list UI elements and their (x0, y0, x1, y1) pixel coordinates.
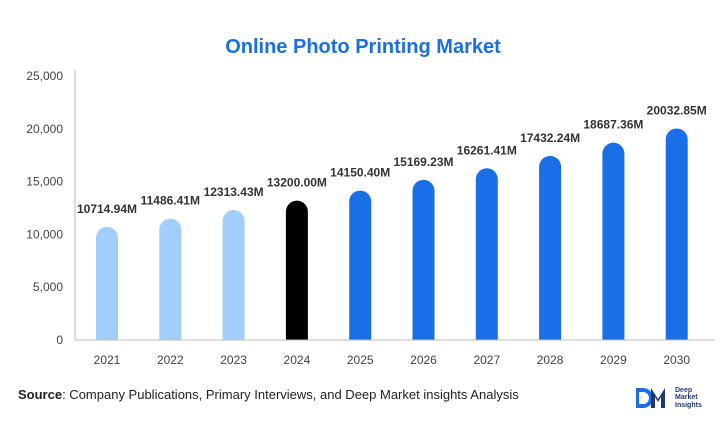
bar (222, 209, 245, 340)
bar (349, 190, 372, 340)
y-tick-label: 10,000 (26, 227, 63, 241)
source-label: Source (18, 387, 63, 402)
bar (159, 218, 182, 340)
x-tick-label: 2026 (410, 353, 437, 367)
x-tick-label: 2024 (284, 353, 311, 367)
company-logo: Deep Market Insights (634, 383, 714, 413)
bar (665, 128, 688, 340)
data-label: 11486.41M (141, 194, 200, 208)
source-text: : Company Publications, Primary Intervie… (62, 387, 519, 402)
data-label: 17432.24M (520, 131, 580, 145)
x-axis: 2021 2022 2023 2024 2025 2026 2027 2028 2029 2030 (75, 339, 715, 367)
bars (96, 128, 688, 340)
data-label: 13200.00M (267, 176, 327, 190)
data-label: 10714.94M (77, 202, 137, 216)
bar (475, 168, 498, 340)
data-label: 14150.40M (330, 166, 390, 180)
x-tick-label: 2021 (94, 353, 121, 367)
bar (285, 200, 308, 340)
data-label: 15169.23M (393, 155, 453, 169)
bar (412, 179, 435, 340)
source-note: Source: Company Publications, Primary In… (18, 387, 519, 402)
bar (96, 226, 118, 340)
data-label: 20032.85M (647, 103, 707, 117)
data-label: 18687.36M (583, 118, 643, 132)
logo-wordmark: Deep Market Insights (675, 386, 702, 409)
y-tick-label: 5,000 (33, 280, 63, 294)
x-tick-label: 2023 (220, 353, 247, 367)
x-tick-label: 2027 (473, 353, 500, 367)
x-tick-label: 2022 (157, 353, 184, 367)
x-tick-label: 2028 (537, 353, 564, 367)
y-tick-label: 15,000 (26, 175, 63, 189)
bar (602, 142, 625, 340)
data-label: 16261.41M (457, 143, 517, 157)
chart-title: Online Photo Printing Market (225, 36, 501, 58)
x-tick-label: 2025 (347, 353, 374, 367)
dm-logo-icon (636, 388, 665, 408)
y-tick-label: 20,000 (26, 122, 63, 136)
data-labels: 10714.94M 11486.41M 12313.43M13200.00M1415… (77, 103, 707, 215)
bar (539, 155, 562, 340)
data-label: 12313.43M (204, 185, 264, 199)
x-tick-label: 2029 (600, 353, 627, 367)
y-tick-label: 25,000 (26, 69, 63, 83)
y-axis: 0 5,000 10,000 15,000 20,000 25,000 (26, 69, 76, 347)
x-tick-label: 2030 (663, 353, 690, 367)
y-tick-label: 0 (56, 333, 63, 347)
